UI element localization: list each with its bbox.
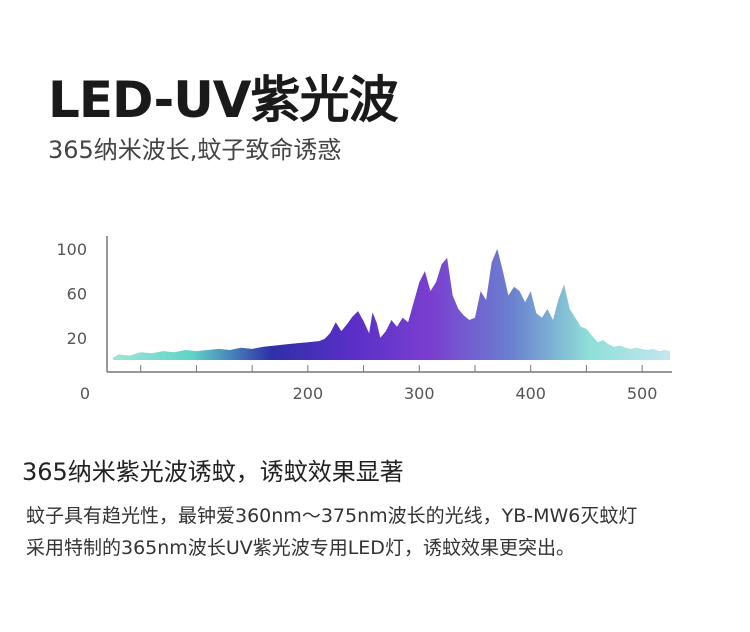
y-tick-label: 100 <box>56 240 87 259</box>
spectrum-area <box>112 248 671 360</box>
page-subtitle: 365纳米波长,蚊子致命诱惑 <box>48 136 342 164</box>
description-paragraph: 蚊子具有趋光性，最钟爱360nm～375nm波长的光线，YB-MW6灭蚊灯 采用… <box>26 500 738 564</box>
x-tick-label: 400 <box>515 384 546 403</box>
spectrum-chart: 0 200 300 400 500 20 60 100 <box>56 236 672 403</box>
description-line-2: 采用特制的365nm波长UV紫光波专用LED灯，诱蚊效果更突出。 <box>26 537 575 559</box>
page-title: LED-UV紫光波 <box>48 71 398 129</box>
x-tick-label: 200 <box>293 384 324 403</box>
x-tick-label: 500 <box>627 384 658 403</box>
x-tick-label: 0 <box>80 384 90 403</box>
x-tick-label: 300 <box>404 384 435 403</box>
description-line-1: 蚊子具有趋光性，最钟爱360nm～375nm波长的光线，YB-MW6灭蚊灯 <box>26 505 638 527</box>
y-tick-label: 20 <box>67 329 87 348</box>
section-heading: 365纳米紫光波诱蚊，诱蚊效果显著 <box>22 458 404 486</box>
y-tick-label: 60 <box>67 284 87 303</box>
